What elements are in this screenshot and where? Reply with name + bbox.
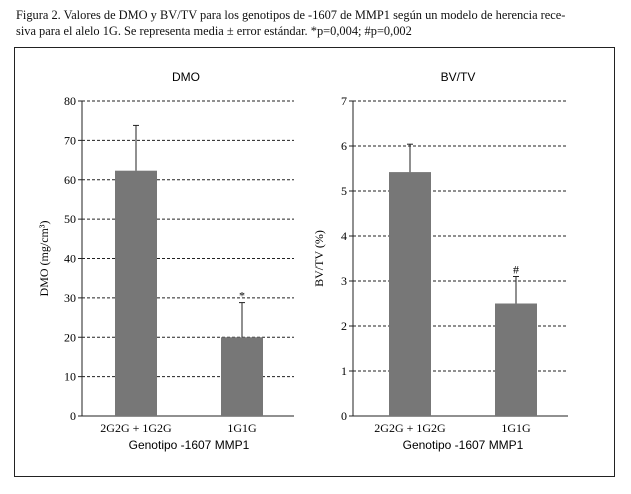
y-axis-title: BV/TV (%)	[312, 230, 326, 287]
y-tick-label: 0	[341, 409, 347, 423]
caption-line-1: Figura 2. Valores de DMO y BV/TV para lo…	[16, 8, 566, 22]
y-axis-title: DMO (mg/cm³)	[37, 221, 51, 297]
y-tick-label: 6	[341, 139, 347, 153]
x-category-label: 1G1G	[227, 421, 257, 435]
y-tick-label: 50	[64, 212, 76, 226]
x-axis-title: Genotipo -1607 MMP1	[403, 438, 524, 452]
y-tick-label: 0	[70, 409, 76, 423]
significance-marker: *	[239, 289, 245, 303]
y-tick-label: 1	[341, 364, 347, 378]
y-tick-label: 10	[64, 370, 76, 384]
y-tick-label: 20	[64, 330, 76, 344]
y-tick-label: 2	[341, 319, 347, 333]
caption-line-2: siva para el alelo 1G. Se representa med…	[16, 24, 412, 38]
x-category-label: 1G1G	[501, 421, 531, 435]
bar	[221, 337, 263, 416]
bar	[389, 172, 431, 416]
y-tick-label: 70	[64, 133, 76, 147]
y-tick-label: 30	[64, 291, 76, 305]
x-axis-title: Genotipo -1607 MMP1	[129, 438, 250, 452]
y-tick-label: 40	[64, 252, 76, 266]
bar	[495, 303, 537, 416]
figure-caption: Figura 2. Valores de DMO y BV/TV para lo…	[16, 7, 616, 39]
x-category-label: 2G2G + 1G2G	[374, 421, 446, 435]
y-tick-label: 80	[64, 94, 76, 108]
bar	[115, 170, 157, 416]
chart-title: BV/TV	[441, 70, 476, 84]
y-tick-label: 4	[341, 229, 347, 243]
y-tick-label: 60	[64, 173, 76, 187]
chart-title: DMO	[172, 70, 200, 84]
figure-frame	[14, 47, 615, 477]
x-category-label: 2G2G + 1G2G	[100, 421, 172, 435]
y-tick-label: 7	[341, 94, 347, 108]
y-tick-label: 5	[341, 184, 347, 198]
significance-marker: #	[513, 263, 519, 277]
y-tick-label: 3	[341, 274, 347, 288]
